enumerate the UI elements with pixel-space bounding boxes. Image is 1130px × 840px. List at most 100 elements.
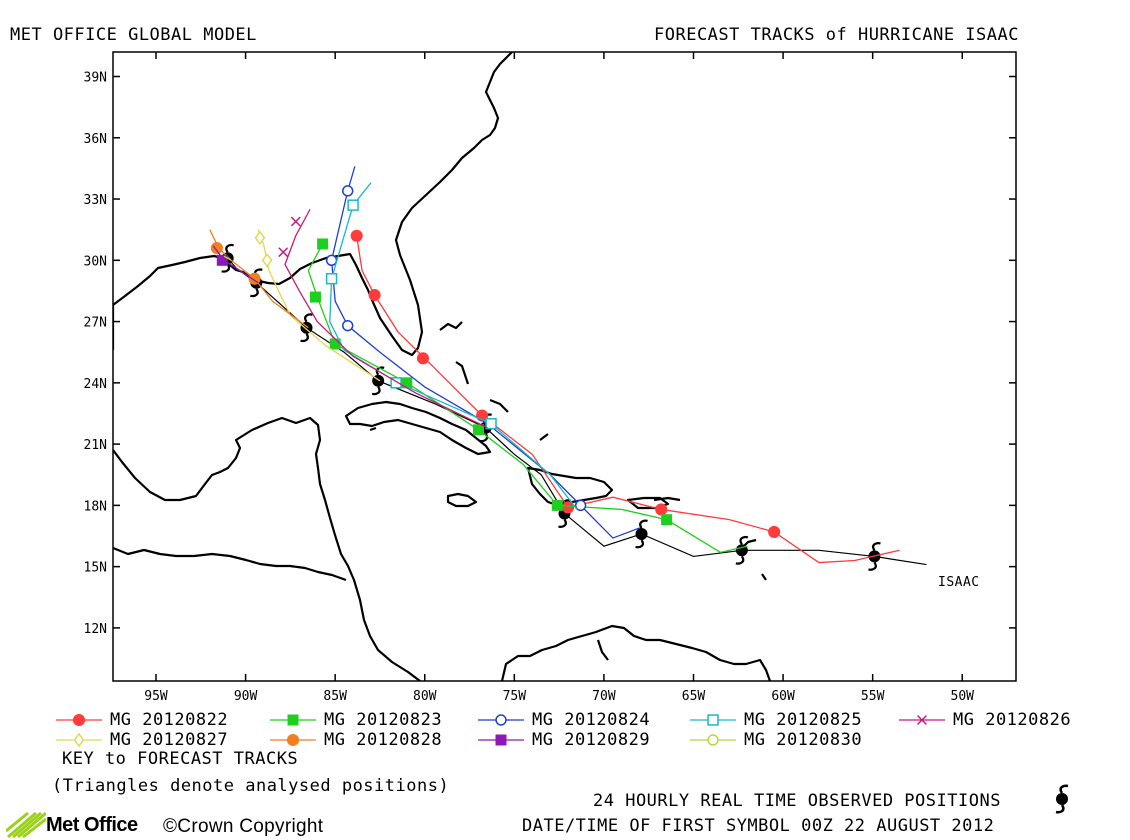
- lat-label: 39N: [84, 71, 107, 86]
- forecast-track-point: [401, 377, 413, 389]
- forecast-track: [325, 182, 578, 510]
- observed-position-marker: [635, 519, 648, 549]
- forecast-track-point: [661, 514, 673, 526]
- storm-label: ISAAC: [938, 575, 980, 590]
- lat-label: 12N: [84, 622, 107, 637]
- legend-symbol-icon: [270, 714, 316, 726]
- lat-label: 18N: [84, 499, 107, 514]
- forecast-track-point: [290, 216, 301, 227]
- lat-label: 36N: [84, 132, 107, 147]
- legend-symbol-icon: [270, 733, 316, 747]
- forecast-track: [325, 166, 640, 539]
- lat-label: 30N: [84, 254, 107, 269]
- forecast-track: [278, 208, 488, 429]
- met-office-logo: [6, 811, 46, 839]
- forecast-track-line: [223, 255, 232, 261]
- forecast-track-point: [329, 338, 341, 350]
- forecast-track-point: [768, 525, 781, 538]
- legend-marker: [286, 733, 300, 747]
- map-frame: [112, 51, 1017, 682]
- lat-label: 21N: [84, 438, 107, 453]
- legend-label: MG 20120825: [744, 710, 863, 730]
- lon-label: 55W: [861, 689, 885, 704]
- legend-symbol-icon: [478, 734, 524, 746]
- forecast-track-line: [330, 166, 640, 539]
- forecast-track-point: [390, 377, 402, 389]
- forecast-track-point: [342, 319, 354, 332]
- forecast-track-point: [342, 185, 354, 197]
- legend-note: (Triangles denote analysed positions): [52, 776, 450, 796]
- forecast-track-line: [329, 182, 578, 510]
- forecast-track-point: [309, 291, 321, 303]
- legend-label: MG 20120827: [110, 730, 229, 750]
- forecast-track: [350, 229, 900, 564]
- legend-key-title: KEY to FORECAST TRACKS: [62, 749, 299, 769]
- legend-symbol-icon: [478, 714, 524, 726]
- forecast-track-point: [350, 229, 363, 242]
- forecast-track-line: [257, 229, 381, 382]
- legend-symbol-icon: [690, 734, 736, 746]
- forecast-track-line: [212, 245, 259, 284]
- lon-label: 80W: [413, 689, 437, 704]
- forecast-track-point: [368, 288, 381, 302]
- forecast-track-point: [248, 272, 261, 285]
- legend-symbol-icon: [899, 715, 945, 725]
- forecast-track-point: [347, 199, 359, 211]
- legend-symbol-icon: [56, 713, 102, 727]
- longitude-labels: 95W 90W 85W 80W 75W 70W 65W 60W 55W 50W: [144, 689, 974, 704]
- legend-symbol-icon: [690, 714, 736, 726]
- hurricane-symbol-icon: [1055, 784, 1069, 814]
- latitude-labels: 39N 36N 33N 30N 27N 24N 21N 18N 15N 12N: [84, 71, 107, 637]
- lon-label: 95W: [144, 689, 168, 704]
- legend-label: MG 20120829: [532, 730, 651, 750]
- legend-label: MG 20120824: [532, 710, 651, 730]
- forecast-track-point: [562, 501, 575, 514]
- first-symbol-datetime: DATE/TIME OF FIRST SYMBOL 00Z 22 AUGUST …: [522, 816, 995, 836]
- axis-ticks: [113, 52, 1016, 681]
- lon-label: 85W: [323, 689, 347, 704]
- forecast-track-point: [325, 254, 338, 267]
- legend-marker: [287, 714, 299, 726]
- forecast-track-line: [284, 208, 488, 429]
- legend-label: MG 20120826: [953, 710, 1072, 730]
- legend-marker: [72, 713, 86, 727]
- lon-label: 60W: [771, 689, 795, 704]
- forecast-track-point: [551, 499, 563, 511]
- lon-label: 65W: [682, 689, 706, 704]
- page-title: FORECAST TRACKS of HURRICANE ISAAC: [654, 25, 1019, 45]
- forecast-track-point: [473, 424, 484, 436]
- lon-label: 70W: [592, 689, 616, 704]
- forecast-track-point: [485, 417, 497, 430]
- forecast-track-point: [278, 247, 289, 258]
- forecast-track: [307, 238, 748, 554]
- legend-marker: [495, 734, 507, 746]
- forecast-track: [254, 229, 381, 382]
- forecast-track-point: [261, 252, 273, 268]
- lat-label: 27N: [84, 316, 107, 331]
- forecast-track-point: [574, 499, 587, 512]
- observed-positions-label: 24 HOURLY REAL TIME OBSERVED POSITIONS: [593, 791, 1001, 811]
- observed-position-marker: [868, 542, 881, 571]
- legend-label: MG 20120823: [324, 710, 443, 730]
- forecast-track-point: [254, 230, 266, 246]
- forecast-track-point: [210, 242, 223, 255]
- legend-label: MG 20120822: [110, 710, 229, 730]
- lon-label: 75W: [503, 689, 527, 704]
- lon-label: 50W: [951, 689, 975, 704]
- legend-marker: [707, 714, 719, 726]
- forecast-track: [212, 245, 259, 284]
- legend-marker: [707, 734, 719, 746]
- forecast-track: [209, 229, 309, 329]
- legend-symbol-icon: [56, 732, 102, 748]
- legend-marker: [495, 714, 507, 726]
- forecast-tracks: [209, 166, 900, 564]
- forecast-track-point: [416, 352, 430, 365]
- lat-label: 15N: [84, 561, 107, 576]
- model-title: MET OFFICE GLOBAL MODEL: [10, 25, 257, 45]
- legend-label: MG 20120830: [744, 730, 863, 750]
- lat-label: 24N: [84, 377, 107, 392]
- lat-label: 33N: [84, 193, 107, 208]
- legend-marker: [917, 715, 927, 725]
- copyright: ©Crown Copyright: [163, 816, 324, 837]
